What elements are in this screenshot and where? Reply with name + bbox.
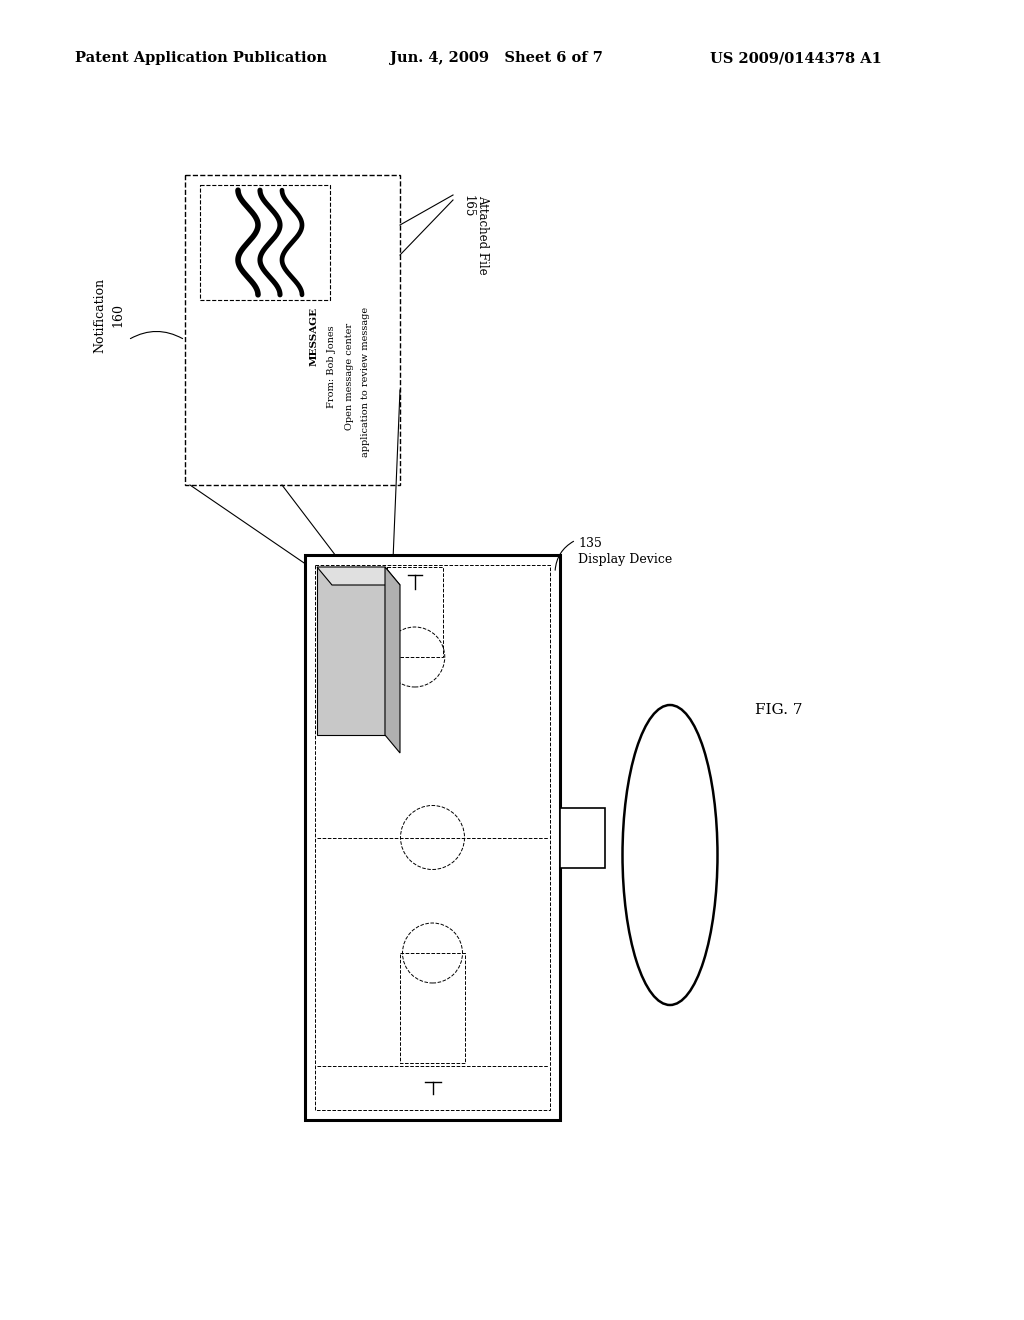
- Text: FIG. 7: FIG. 7: [755, 704, 803, 717]
- Text: 165: 165: [462, 195, 475, 218]
- Bar: [560, 808, 605, 867]
- Polygon shape: [385, 568, 400, 752]
- Text: Patent Application Publication: Patent Application Publication: [75, 51, 327, 65]
- Text: Open message center: Open message center: [345, 323, 354, 430]
- Text: From: Bob Jones: From: Bob Jones: [328, 325, 337, 408]
- Bar: [317, 568, 385, 735]
- Text: Notification: Notification: [93, 277, 106, 352]
- Text: 160: 160: [112, 304, 125, 327]
- Text: US 2009/0144378 A1: US 2009/0144378 A1: [710, 51, 882, 65]
- Text: 135: 135: [578, 537, 602, 550]
- Polygon shape: [185, 176, 400, 484]
- Text: MESSAGE: MESSAGE: [309, 308, 318, 366]
- Text: application to review message: application to review message: [361, 306, 371, 457]
- Text: Attached File: Attached File: [476, 195, 489, 275]
- Bar: [305, 554, 560, 1119]
- Text: Jun. 4, 2009   Sheet 6 of 7: Jun. 4, 2009 Sheet 6 of 7: [390, 51, 603, 65]
- Polygon shape: [317, 568, 400, 585]
- Text: Display Device: Display Device: [578, 553, 672, 566]
- Polygon shape: [200, 185, 330, 300]
